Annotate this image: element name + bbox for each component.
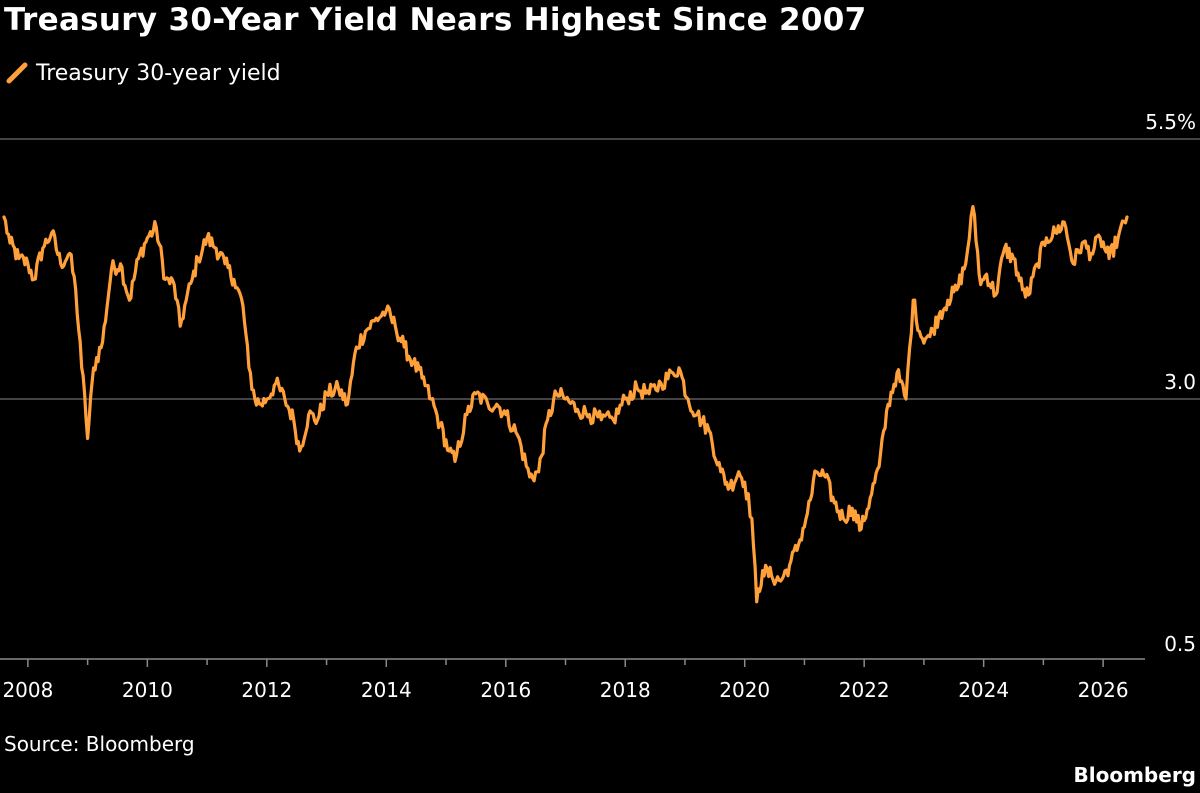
legend-label: Treasury 30-year yield xyxy=(36,60,281,86)
y-tick-label: 0.5 xyxy=(1164,632,1196,656)
x-tick-label: 2012 xyxy=(241,678,292,702)
series-line-0 xyxy=(2,205,1129,604)
series-layer xyxy=(2,205,1129,604)
legend: Treasury 30-year yield xyxy=(4,60,281,86)
x-tick-label: 2008 xyxy=(2,678,53,702)
gridlines xyxy=(0,138,1200,400)
source-note: Source: Bloomberg xyxy=(4,732,195,756)
x-axis xyxy=(0,658,1145,667)
x-tick-label: 2026 xyxy=(1078,678,1129,702)
x-tick-label: 2024 xyxy=(958,678,1009,702)
x-tick-label: 2014 xyxy=(361,678,412,702)
bloomberg-logo: Bloomberg xyxy=(1073,763,1196,787)
x-tick-label: 2020 xyxy=(719,678,770,702)
x-tick-label: 2022 xyxy=(839,678,890,702)
x-tick-label: 2016 xyxy=(480,678,531,702)
chart-title: Treasury 30-Year Yield Nears Highest Sin… xyxy=(4,2,867,38)
y-tick-label: 3.0 xyxy=(1164,370,1196,394)
legend-line-icon xyxy=(6,62,28,84)
y-tick-label: 5.5% xyxy=(1145,110,1196,134)
tick-labels: 5.5% 3.0 0.5 2008 2010 2012 2014 2016 2018 2020 20… xyxy=(2,110,1196,702)
x-tick-label: 2018 xyxy=(600,678,651,702)
x-tick-label: 2010 xyxy=(122,678,173,702)
